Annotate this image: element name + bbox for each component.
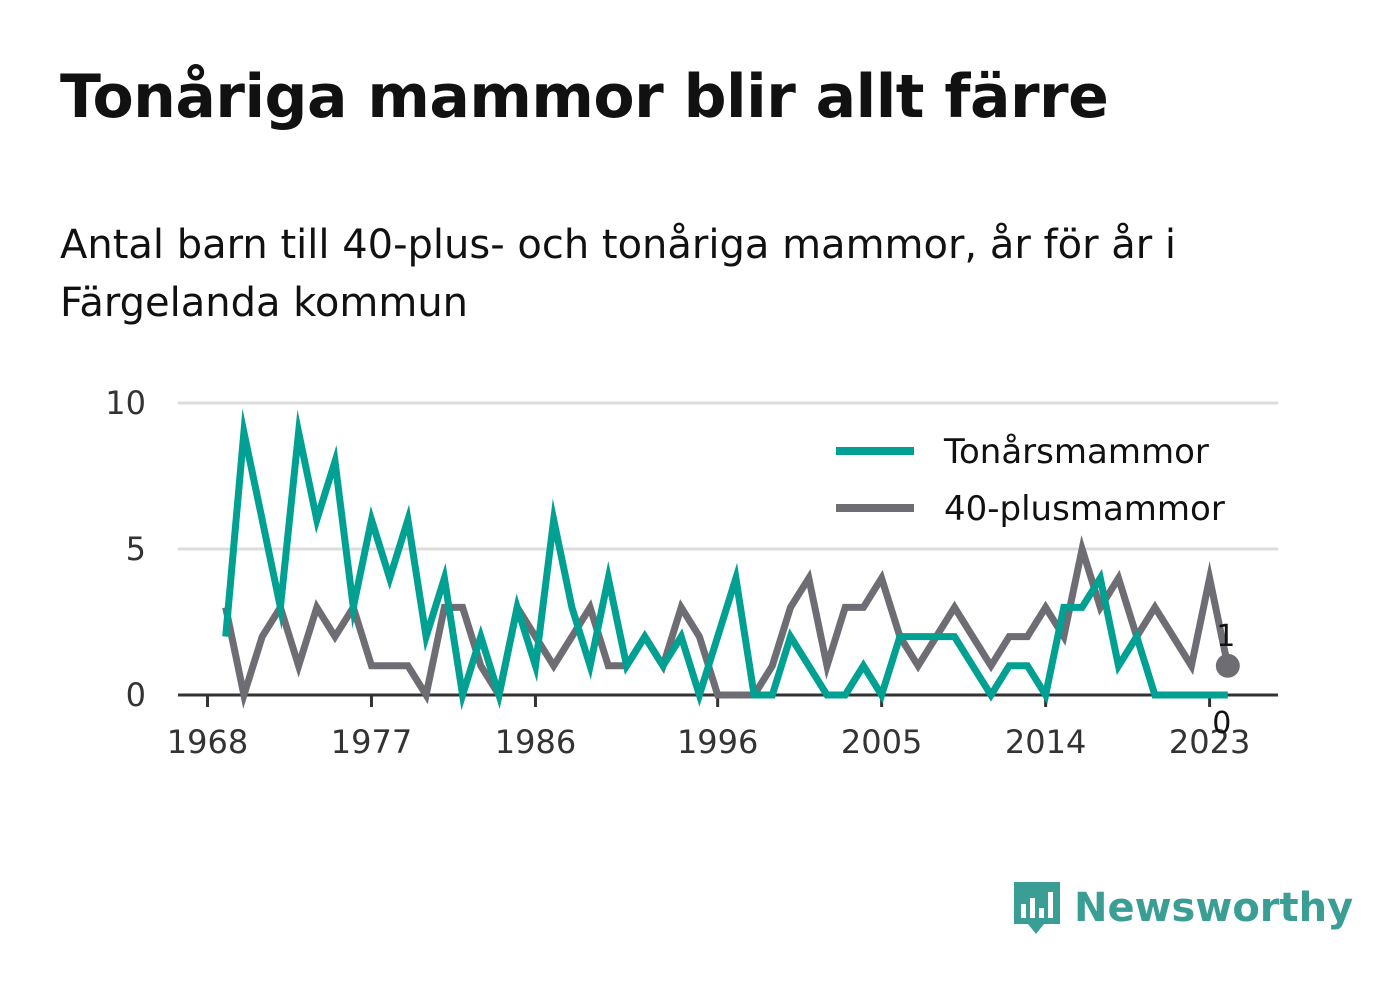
series-line-tonarsmammor (222, 408, 1228, 711)
end-label-tonarsmammor: 0 (1212, 706, 1231, 741)
legend-label: 40-plusmammor (944, 489, 1225, 529)
x-tick-label: 1986 (495, 723, 576, 761)
newsworthy-logo-icon (1014, 882, 1060, 934)
y-tick-label: 5 (126, 530, 146, 568)
brand-logo: Newsworthy (1010, 878, 1353, 938)
y-axis: 0 5 10 (105, 384, 146, 714)
series-line-40-plusmammor (222, 535, 1232, 709)
end-label-40-plusmammor: 1 (1216, 619, 1235, 654)
end-labels: 10 (1212, 619, 1240, 741)
end-point-40-plusmammor (1215, 653, 1240, 678)
legend-label: Tonårsmammor (943, 432, 1209, 472)
x-tick-label: 1996 (677, 723, 758, 761)
chart-title: Tonåriga mammor blir allt färre (60, 62, 1109, 132)
legend: Tonårsmammor 40-plusmammor (836, 432, 1225, 529)
gridlines (178, 401, 1278, 551)
x-axis: 1968 1977 1986 1996 2005 2014 2023 (167, 693, 1278, 761)
y-tick-label: 0 (126, 676, 146, 714)
x-tick-label: 2023 (1169, 723, 1250, 761)
brand-name: Newsworthy (1074, 885, 1354, 931)
x-tick-label: 1977 (331, 723, 412, 761)
x-tick-label: 1968 (167, 723, 248, 761)
chart-subtitle: Antal barn till 40-plus- och tonåriga ma… (60, 222, 1177, 326)
x-tick-label: 2014 (1005, 723, 1086, 761)
x-tick-label: 2005 (841, 723, 922, 761)
series-lines (222, 408, 1232, 711)
y-tick-label: 10 (105, 384, 146, 422)
